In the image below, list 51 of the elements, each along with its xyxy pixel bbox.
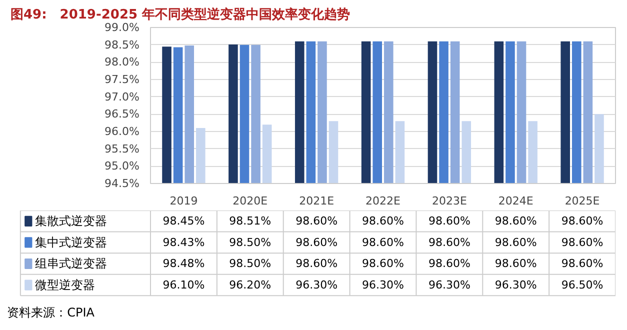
x-tick-label: 2024E [498,194,534,208]
data-label: 98.60% [362,214,404,228]
legend-label: 微型逆变器 [35,278,96,292]
x-tick-label: 2020E [232,194,268,208]
data-label: 98.48% [162,257,205,270]
data-label: 98.50% [229,236,272,249]
y-tick-label: 97.5% [104,73,140,86]
data-label: 96.20% [229,278,272,292]
data-label: 98.60% [494,257,537,270]
y-tick-label: 99.0% [104,21,140,34]
y-tick-label: 94.5% [104,177,140,190]
x-tick-label: 2022E [366,194,401,208]
data-label: 98.60% [494,236,537,249]
y-tick-label: 97.0% [104,90,140,104]
x-tick-label: 2025E [564,194,600,208]
y-tick-label: 96.0% [104,125,140,138]
data-label: 98.60% [494,214,537,228]
data-label: 98.60% [428,236,470,249]
data-label: 98.60% [362,236,404,249]
data-label: 98.60% [362,257,404,270]
legend-label: 集中式逆变器 [35,235,108,250]
data-label: 98.43% [162,236,205,249]
y-tick-label: 95.5% [104,142,140,156]
data-label: 98.60% [428,214,470,228]
data-label: 98.60% [296,257,338,270]
y-tick-label: 98.5% [104,38,140,52]
data-label: 98.60% [561,236,604,249]
data-label: 98.60% [296,236,338,249]
data-label: 98.51% [229,214,272,228]
data-label: 98.50% [229,257,272,270]
text: 资料来源：CPIA [7,306,96,320]
data-label: 96.50% [561,278,604,292]
x-tick-label: 2019 [170,194,198,208]
x-tick-label: 2021E [299,194,334,208]
data-label: 96.30% [494,278,537,292]
data-label: 96.30% [362,278,404,292]
y-tick-label: 98.0% [104,56,140,69]
y-tick-label: 96.5% [104,108,140,121]
data-label: 98.60% [428,257,470,270]
data-label: 96.10% [162,278,205,292]
y-tick-label: 95.0% [104,160,140,173]
legend-label: 组串式逆变器 [35,256,108,271]
data-label: 98.60% [296,214,338,228]
data-label: 98.60% [561,214,604,228]
data-label: 98.60% [561,257,604,270]
data-label: 98.45% [162,214,205,228]
legend-label: 集散式逆变器 [35,214,108,228]
data-label: 96.30% [428,278,470,292]
x-tick-label: 2023E [432,194,467,208]
chart-title: 图49: 2019-2025 年不同类型逆变器中国效率变化趋势 [10,6,350,22]
data-label: 96.30% [296,278,338,292]
